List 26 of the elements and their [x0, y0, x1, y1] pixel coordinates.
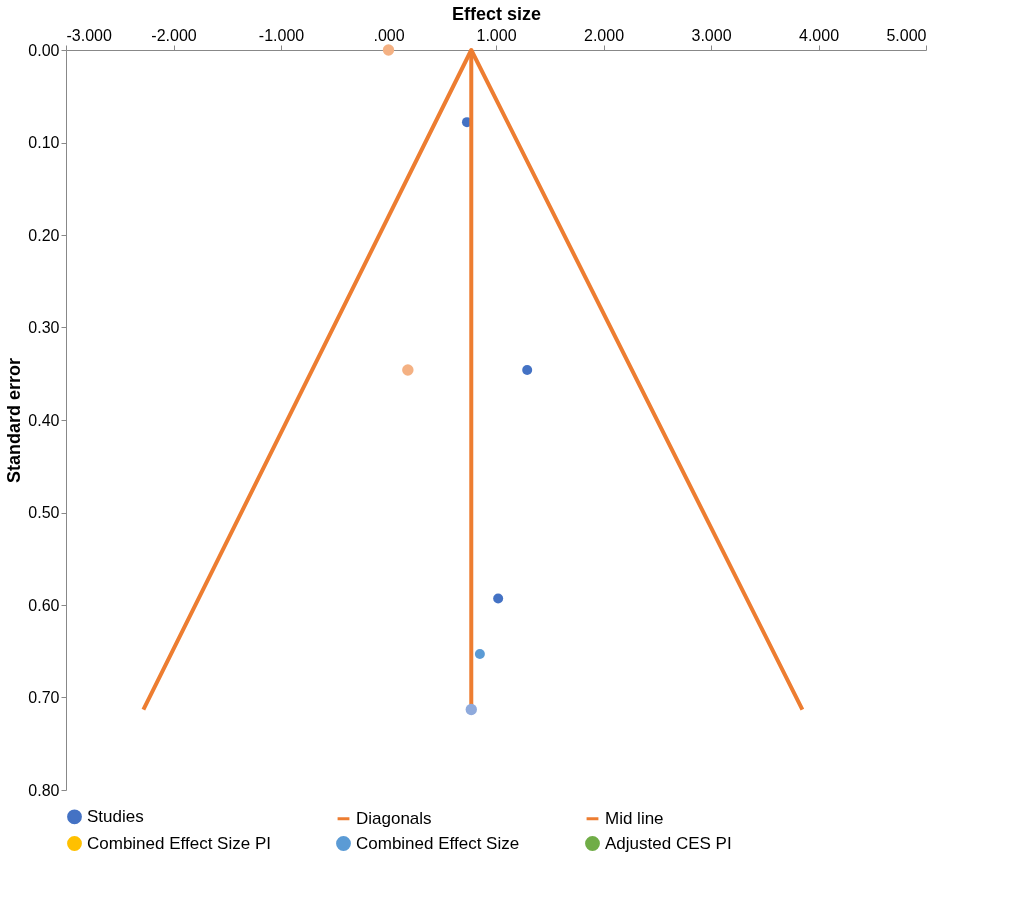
y-tick-label: 0.20 — [28, 226, 60, 244]
y-tick-label: 0.40 — [28, 411, 60, 429]
legend-label: Adjusted CES PI — [605, 833, 732, 853]
y-tick-label: 0.70 — [28, 689, 60, 706]
x-tick-label: 5.000 — [886, 26, 927, 44]
legend-label: Diagonals — [356, 808, 432, 828]
y-tick-label: 0.80 — [28, 781, 60, 799]
x-tick-label: -2.000 — [151, 26, 197, 44]
x-tick-label: 3.000 — [691, 26, 732, 44]
x-tick-label: -1.000 — [258, 26, 305, 44]
x-axis-title: Effect size — [451, 3, 542, 24]
legend-label: Combined Effect Size PI — [87, 833, 271, 853]
y-tick-label: 0.60 — [28, 596, 60, 614]
x-tick-label: .000 — [373, 26, 405, 44]
y-tick-label: 0.30 — [28, 319, 60, 336]
x-tick-label: 2.000 — [583, 26, 625, 44]
y-tick-label: 0.10 — [28, 134, 60, 151]
legend-label: Mid line — [605, 808, 664, 828]
legend-label: Combined Effect Size — [356, 833, 520, 853]
legend-label: Studies — [87, 806, 144, 826]
x-tick-label: 4.000 — [798, 26, 840, 44]
y-axis-title: Standard error — [4, 357, 25, 484]
x-tick-label: -3.000 — [66, 26, 112, 44]
x-tick-label: 1.000 — [476, 26, 517, 44]
y-tick-label: 0.00 — [28, 41, 60, 59]
y-tick-label: 0.50 — [28, 504, 60, 521]
